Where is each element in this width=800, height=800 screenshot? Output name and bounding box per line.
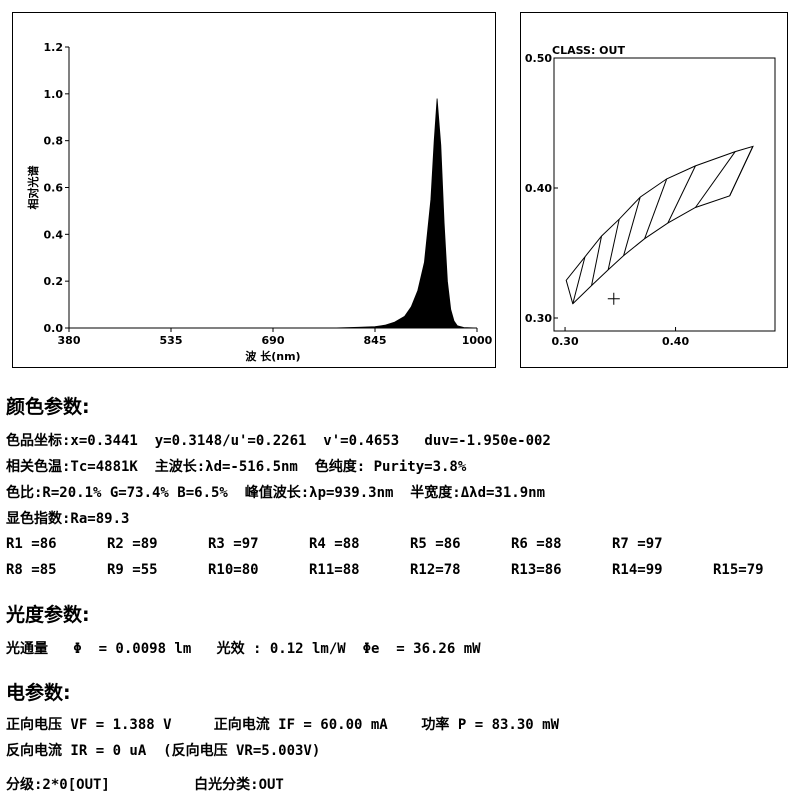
cie-chart-panel: CLASS: OUT 0.30 0.40 0.50 0.30 0.40 xyxy=(520,12,788,368)
cie-bin-divider xyxy=(695,151,736,208)
r-value-cell: R5 =86 xyxy=(410,536,461,552)
chromaticity-line: 色品坐标:x=0.3441 y=0.3148/u'=0.2261 v'=0.46… xyxy=(6,433,551,449)
cie-plot-frame xyxy=(553,57,776,332)
r-value-cell: R12=78 xyxy=(410,562,461,578)
r-value-cell: R11=88 xyxy=(309,562,360,578)
x-tick-label: 690 xyxy=(262,334,285,347)
r-value-cell: R15=79 xyxy=(713,562,764,578)
x-axis-title: 波 长(nm) xyxy=(245,349,300,363)
cie-bin-divider xyxy=(729,146,754,197)
r-value-cell: R7 =97 xyxy=(612,536,663,552)
r-value-cell: R2 =89 xyxy=(107,536,158,552)
cri-line: 显色指数:Ra=89.3 xyxy=(6,511,130,527)
photometric-params-heading: 光度参数: xyxy=(6,604,90,626)
color-ratio-line: 色比:R=20.1% G=73.4% B=6.5% 峰值波长:λp=939.3n… xyxy=(6,485,546,501)
class-line: 分级:2*0[OUT] 白光分类:OUT xyxy=(6,777,284,793)
r-value-cell: R1 =86 xyxy=(6,536,57,552)
y-tick-label: 0.2 xyxy=(44,275,64,288)
r-value-cell: R9 =55 xyxy=(107,562,158,578)
cie-bin-divider xyxy=(644,178,668,239)
reverse-line: 反向电流 IR = 0 uA (反向电压 VR=5.003V) xyxy=(6,743,321,759)
y-axis-title: 相对光谱 xyxy=(26,166,40,210)
cie-x-tick-label: 0.40 xyxy=(662,335,689,348)
r-value-cell: R6 =88 xyxy=(511,536,562,552)
x-tick-label: 845 xyxy=(364,334,387,347)
y-tick-label: 0.8 xyxy=(44,135,64,148)
y-tick-label: 0.6 xyxy=(44,182,64,195)
cct-line: 相关色温:Tc=4881K 主波长:λd=-516.5nm 色纯度: Purit… xyxy=(6,459,467,475)
r-value-cell: R10=80 xyxy=(208,562,259,578)
x-tick-label: 380 xyxy=(58,334,81,347)
cie-bin-divider xyxy=(591,236,603,286)
cie-x-tick-label: 0.30 xyxy=(551,335,578,348)
y-tick-label: 1.2 xyxy=(44,41,64,54)
color-params-heading: 颜色参数: xyxy=(6,396,90,418)
y-tick-label: 1.0 xyxy=(44,88,64,101)
x-tick-label: 1000 xyxy=(462,334,493,347)
cie-bin-region xyxy=(565,145,754,305)
cie-bin-divider xyxy=(667,165,696,224)
x-tick-label: 535 xyxy=(160,334,183,347)
forward-line: 正向电压 VF = 1.388 V 正向电流 IF = 60.00 mA 功率 … xyxy=(6,717,560,733)
cie-chart-title: CLASS: OUT xyxy=(552,44,625,57)
electrical-params-heading: 电参数: xyxy=(6,682,71,704)
cie-bin-divider xyxy=(607,219,620,271)
cie-y-tick-label: 0.40 xyxy=(525,182,552,195)
cie-bin-divider xyxy=(572,256,586,304)
cie-y-tick-label: 0.30 xyxy=(525,312,552,325)
spectrum-chart: 0.0 0.2 0.4 0.6 0.8 1.0 1.2 380 535 690 845 1000 波 长… xyxy=(26,41,493,363)
r-value-cell: R14=99 xyxy=(612,562,663,578)
spectrum-chart-panel: 0.0 0.2 0.4 0.6 0.8 1.0 1.2 380 535 690 845 1000 波 长… xyxy=(12,12,496,368)
r-value-cell: R4 =88 xyxy=(309,536,360,552)
r-value-cell: R8 =85 xyxy=(6,562,57,578)
r-value-cell: R13=86 xyxy=(511,562,562,578)
cie-bin-divider xyxy=(623,196,641,256)
r-value-cell: R3 =97 xyxy=(208,536,259,552)
spectrum-series-area xyxy=(69,98,478,329)
cie-y-tick-label: 0.50 xyxy=(525,52,552,65)
y-tick-label: 0.0 xyxy=(44,322,64,335)
cie-chart: CLASS: OUT 0.30 0.40 0.50 0.30 0.40 xyxy=(525,44,776,348)
luminous-flux-line: 光通量 Φ = 0.0098 lm 光效 : 0.12 lm/W Φe = 36… xyxy=(6,641,481,657)
y-tick-label: 0.4 xyxy=(44,228,64,241)
